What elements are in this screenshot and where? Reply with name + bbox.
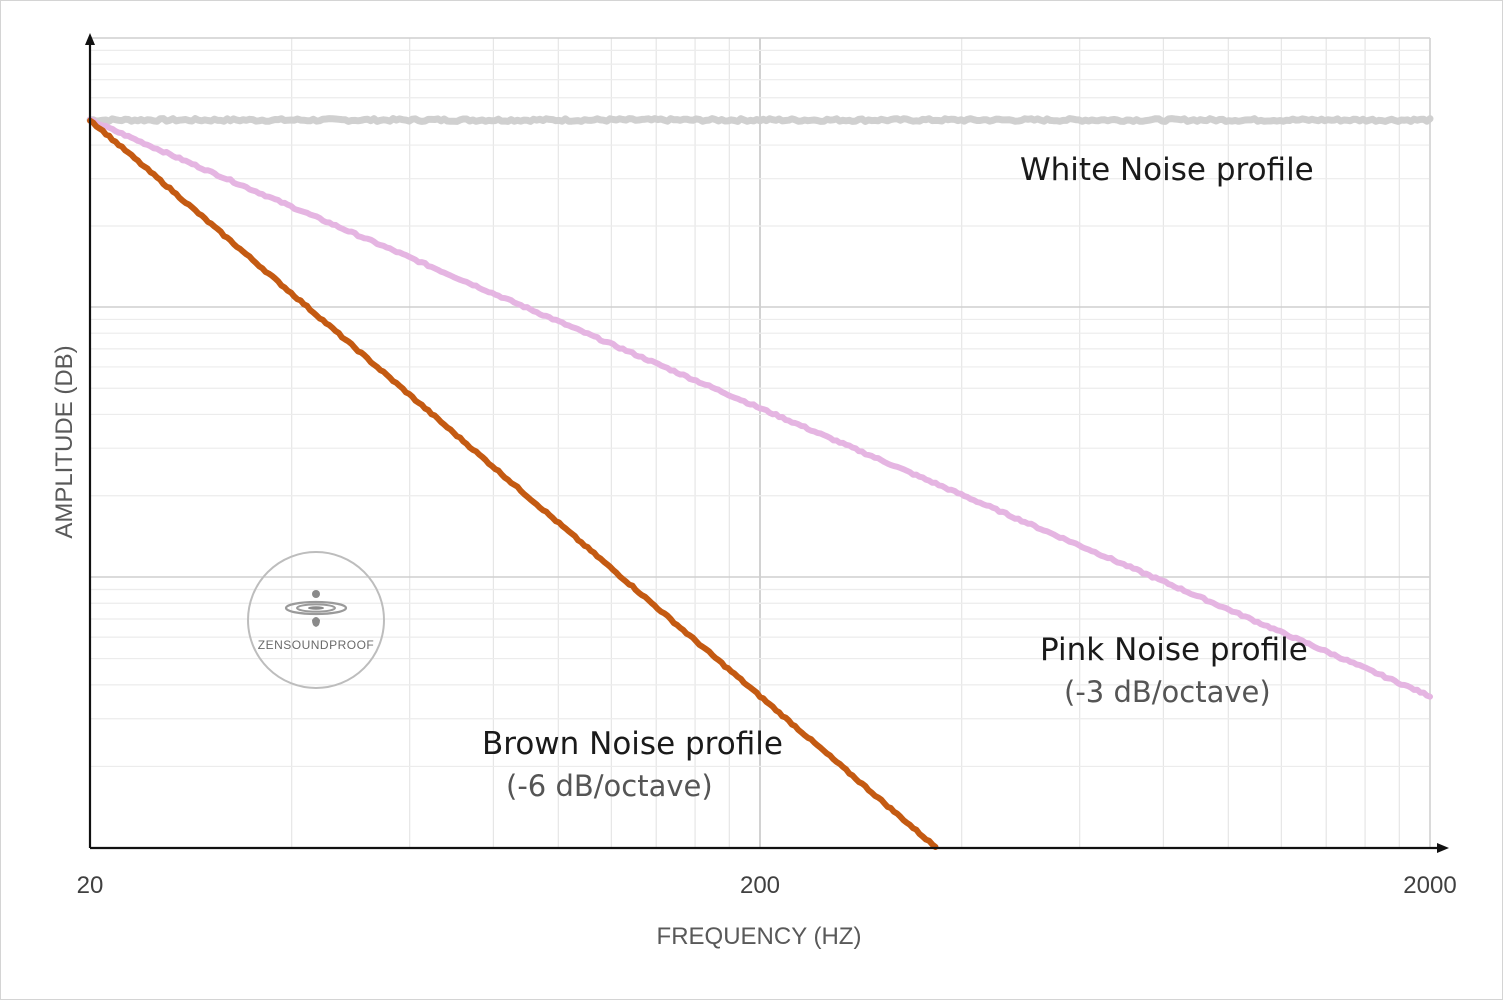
y-axis-arrow-icon	[85, 33, 95, 45]
axes	[85, 33, 1449, 853]
brown-noise-label: Brown Noise profile	[482, 726, 783, 762]
pink-noise-label: Pink Noise profile	[1040, 632, 1308, 668]
x-tick-labels: 20 200 2000	[77, 872, 1457, 899]
water-drop-ripple-icon	[284, 590, 348, 627]
logo-circle	[247, 551, 385, 689]
y-axis-title: AMPLITUDE (DB)	[51, 345, 78, 538]
brown-noise-sublabel: (-6 dB/octave)	[506, 769, 713, 803]
x-axis-arrow-icon	[1437, 843, 1449, 853]
annotations: White Noise profile Pink Noise profile (…	[482, 152, 1314, 803]
pink-noise-line	[87, 116, 1433, 700]
brown-noise-line	[87, 117, 939, 850]
white-noise-label: White Noise profile	[1020, 152, 1314, 188]
watermark-logo: ZENSOUNDPROOF	[247, 551, 385, 689]
x-tick-label: 200	[740, 872, 780, 899]
x-axis-title: FREQUENCY (HZ)	[657, 923, 862, 950]
series-lines	[86, 115, 1434, 850]
watermark-text: ZENSOUNDPROOF	[258, 638, 375, 652]
x-tick-label: 2000	[1403, 872, 1456, 899]
white-noise-line	[86, 115, 1434, 125]
pink-noise-sublabel: (-3 dB/octave)	[1064, 675, 1271, 709]
x-tick-label: 20	[77, 872, 104, 899]
